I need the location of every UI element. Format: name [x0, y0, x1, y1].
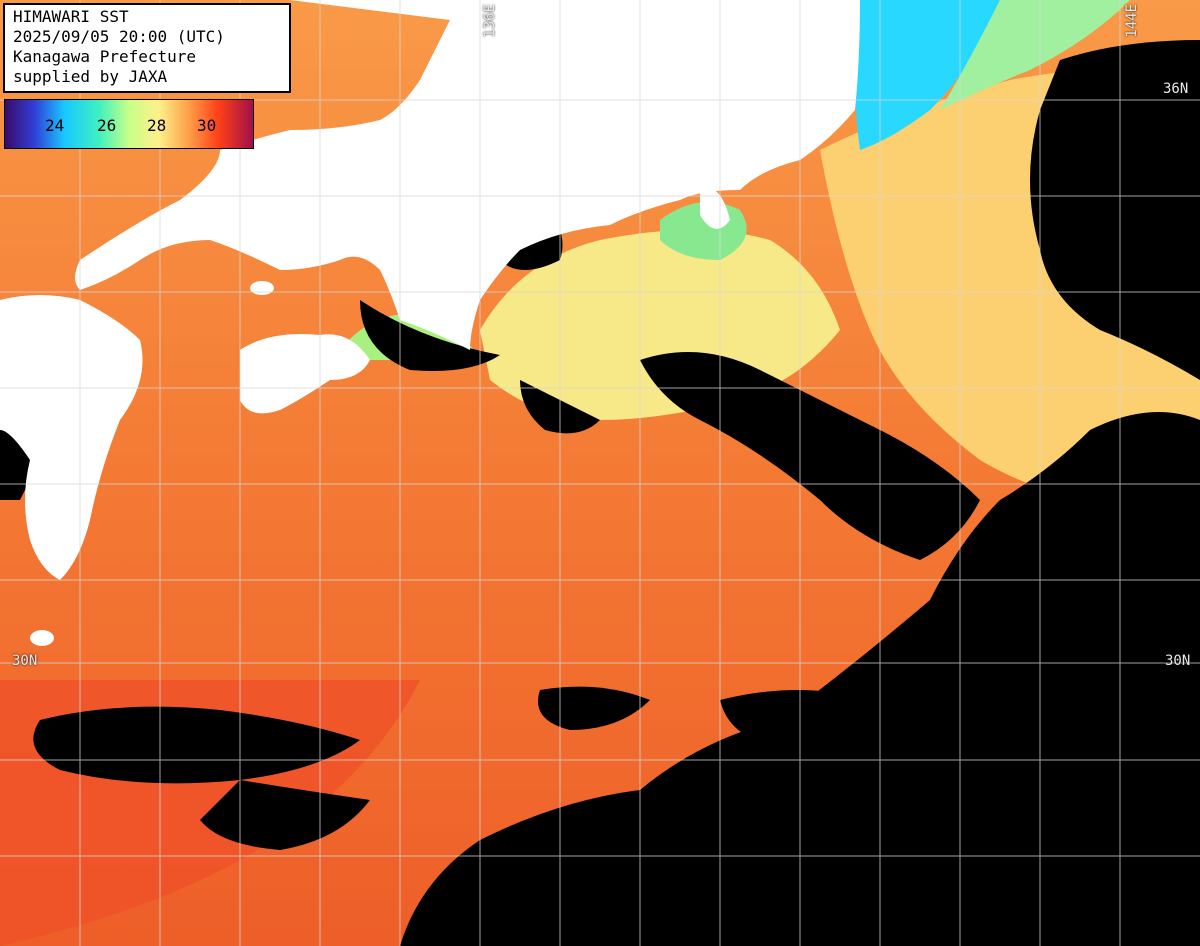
lat-label-30n-left: 30N	[12, 653, 38, 669]
land-mask	[0, 0, 860, 646]
lon-label-144e: 144E	[1124, 4, 1140, 38]
colorbar-tick-24: 24	[45, 116, 65, 135]
lon-label-136e: 136E	[482, 4, 498, 38]
colorbar-gradient	[5, 100, 253, 148]
colorbar-tick-30: 30	[197, 116, 217, 135]
title-line-3: Kanagawa Prefecture	[13, 47, 197, 66]
title-line-2: 2025/09/05 20:00 (UTC)	[13, 27, 225, 46]
colorbar-tick-26: 26	[97, 116, 117, 135]
lat-label-36n-right: 36N	[1163, 81, 1189, 97]
coldest-water-ne	[855, 0, 1000, 150]
title-line-1: HIMAWARI SST	[13, 7, 129, 26]
colorbar-tick-28: 28	[147, 116, 167, 135]
title-line-4: supplied by JAXA	[13, 67, 168, 86]
cold-water-ne	[940, 0, 1130, 110]
lat-label-30n-right: 30N	[1165, 653, 1191, 669]
title-box: HIMAWARI SST 2025/09/05 20:00 (UTC) Kana…	[3, 3, 291, 93]
temperature-colorbar: 24 26 28 30	[4, 99, 254, 149]
